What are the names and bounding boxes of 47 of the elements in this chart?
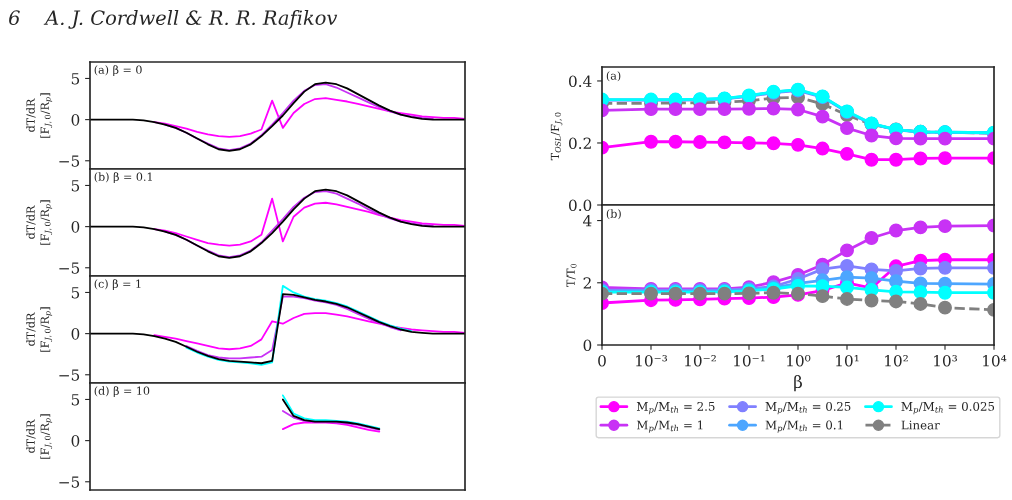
y-tick-label: −5 [59, 476, 80, 488]
legend-label: M$_{p}$/M$_{th}$ = 0.1 [765, 420, 843, 433]
x-tick-label: 10³ [934, 354, 958, 367]
chart-title: (a) β = 0 [94, 65, 142, 77]
legend-label: Linear [901, 420, 940, 430]
y-tick-label: 5 [71, 394, 80, 406]
y-tick-label: 0 [71, 435, 80, 447]
legend-label: M$_{p}$/M$_{th}$ = 0.025 [901, 401, 995, 415]
chart-title: (a) [606, 71, 621, 82]
y-tick-label: 4 [583, 215, 592, 227]
legend-label: M$_{p}$/M$_{th}$ = 0.25 [765, 401, 851, 415]
x-tick-label: 10⁻³ [636, 354, 668, 367]
legend-label: M$_{p}$/M$_{th}$ = 1 [636, 420, 703, 433]
y-tick-label: 5 [71, 73, 80, 85]
x-tick-label: 10² [885, 354, 908, 367]
x-tick-label: 10⁴ [983, 354, 1007, 367]
y-tick-label: 0.0 [568, 199, 592, 212]
x-tick-label: 10⁻² [685, 354, 716, 367]
chart-title: (c) β = 1 [94, 279, 141, 291]
y-tick-label: 0 [71, 114, 80, 126]
y-tick-label: 5 [71, 287, 80, 299]
chart-title: (d) β = 10 [94, 386, 150, 398]
y-axis-title: dT/dR [F$_{J,0}$/R$_{p}$] [26, 200, 53, 245]
x-tick-label: 10¹ [836, 354, 859, 367]
text: 6 A. J. Cordwell & R. R. Rafikov [9, 10, 338, 29]
y-tick-label: 0 [71, 221, 80, 233]
y-axis-title: dT/dR [F$_{J,0}$/R$_{p}$] [26, 93, 53, 138]
y-axis-title: T$_{OSL}$/F$_{J,0}$ [550, 112, 563, 161]
y-tick-label: −5 [59, 262, 80, 274]
x-axis-title: β [794, 375, 802, 392]
y-tick-label: 0 [71, 328, 80, 340]
y-tick-label: 0.2 [568, 137, 591, 149]
y-tick-label: 0.4 [568, 75, 592, 87]
x-tick-label: 10⁰ [787, 354, 811, 367]
y-tick-label: 2 [583, 277, 591, 289]
y-tick-label: −5 [59, 155, 80, 167]
chart-title: (b) [606, 209, 621, 220]
y-tick-label: 5 [71, 180, 80, 192]
legend-label: M$_{p}$/M$_{th}$ = 2.5 [636, 401, 715, 415]
y-tick-label: 0 [583, 339, 592, 352]
x-tick-label: 10⁻¹ [734, 354, 765, 367]
y-tick-label: −5 [59, 369, 80, 381]
y-axis-title: dT/dR [F$_{J,0}$/R$_{p}$] [26, 307, 53, 352]
x-tick-label: 0 [598, 354, 606, 367]
y-axis-title: T/T$_{0}$ [566, 263, 577, 287]
chart-title: (b) β = 0.1 [94, 172, 152, 184]
y-axis-title: dT/dR [F$_{J,0}$/R$_{p}$] [26, 414, 53, 459]
